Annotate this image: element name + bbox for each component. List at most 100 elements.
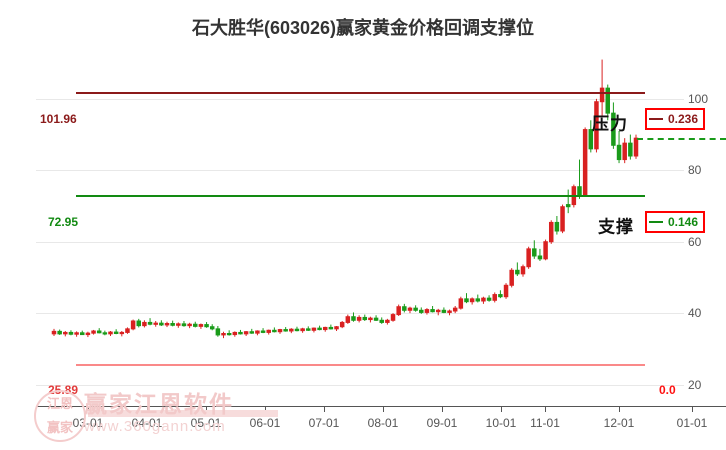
x-tick-mark bbox=[501, 406, 502, 412]
candle-body bbox=[419, 309, 424, 313]
resistance-marker-label: 压力 bbox=[592, 114, 628, 134]
candle-body bbox=[68, 331, 74, 335]
candle-body bbox=[548, 221, 554, 243]
x-tick-mark bbox=[88, 406, 89, 412]
support-marker-label: 支撑 bbox=[598, 217, 634, 237]
candle-body bbox=[498, 294, 503, 298]
candle-body bbox=[176, 323, 181, 326]
candle-body bbox=[108, 331, 113, 335]
candle-body bbox=[520, 266, 526, 275]
candle-body bbox=[481, 297, 486, 302]
candle-body bbox=[334, 326, 339, 330]
y-tick-label: 100 bbox=[688, 91, 709, 106]
candle-body bbox=[373, 317, 379, 321]
candle-body bbox=[74, 332, 79, 335]
support-swatch-icon bbox=[649, 221, 663, 223]
candle-body bbox=[356, 316, 362, 321]
candle-body bbox=[402, 306, 407, 311]
gridline bbox=[36, 384, 684, 386]
candle-body bbox=[147, 321, 153, 325]
candle-body bbox=[181, 323, 187, 327]
candle-body bbox=[616, 144, 622, 161]
chart-plot-area bbox=[36, 56, 726, 406]
candle-body bbox=[526, 248, 531, 268]
candle-body bbox=[91, 330, 96, 334]
x-tick-mark bbox=[619, 406, 620, 412]
candle-body bbox=[543, 241, 548, 260]
candle-body bbox=[435, 309, 441, 313]
candle-body bbox=[63, 331, 68, 335]
resistance-level-line bbox=[76, 91, 645, 94]
candle-body bbox=[368, 317, 373, 321]
candle-body bbox=[102, 332, 108, 335]
candle-body bbox=[215, 328, 221, 336]
candle-body bbox=[159, 322, 164, 326]
y-tick-label: 80 bbox=[688, 163, 702, 178]
page-title: 石大胜华(603026)赢家黄金价格回调支撑位 bbox=[191, 18, 535, 38]
resistance-ratio-badge[interactable]: 0.236 bbox=[645, 108, 706, 130]
x-tick-mark bbox=[442, 406, 443, 412]
candle-body bbox=[424, 309, 430, 313]
candle-body bbox=[306, 328, 311, 331]
candle-body bbox=[119, 331, 125, 335]
candle-body bbox=[515, 269, 520, 275]
y-tick-label: 40 bbox=[688, 306, 702, 321]
candle-body bbox=[125, 328, 130, 333]
candle-body bbox=[537, 255, 543, 260]
candle-body bbox=[554, 221, 560, 232]
base-level-line bbox=[76, 363, 645, 366]
candle-body bbox=[249, 331, 255, 334]
gridline bbox=[36, 313, 684, 315]
x-tick-label: 03-01 bbox=[72, 416, 104, 430]
x-tick-mark bbox=[147, 406, 148, 412]
candle-body bbox=[113, 331, 119, 335]
candle-body bbox=[283, 329, 288, 332]
candle-body bbox=[260, 330, 266, 333]
candle-body bbox=[430, 309, 435, 313]
candle-body bbox=[243, 331, 249, 335]
support-ratio-badge[interactable]: 0.146 bbox=[645, 211, 706, 233]
resistance-ratio-value: 0.236 bbox=[668, 112, 699, 126]
candle-body bbox=[588, 129, 594, 150]
candle-body bbox=[633, 137, 639, 157]
support-level-line bbox=[76, 195, 645, 198]
gridline bbox=[36, 170, 684, 172]
candle-body bbox=[130, 320, 136, 330]
candle-body bbox=[226, 333, 232, 336]
candle-body bbox=[390, 314, 396, 321]
candle-body bbox=[475, 298, 481, 302]
candle-body bbox=[532, 248, 537, 257]
candle-body bbox=[57, 330, 62, 335]
candle-body bbox=[142, 321, 147, 327]
candle-body bbox=[289, 328, 294, 332]
candle-body bbox=[611, 112, 616, 146]
x-tick-label: 10-01 bbox=[485, 416, 517, 430]
y-tick-label: 60 bbox=[688, 234, 702, 249]
candle-body bbox=[577, 186, 582, 196]
candle-body bbox=[492, 294, 497, 301]
x-tick-mark bbox=[265, 406, 266, 412]
candle-body bbox=[447, 310, 452, 313]
candle-body bbox=[272, 329, 277, 333]
candle-body bbox=[51, 330, 57, 335]
candle-body bbox=[136, 320, 142, 327]
gridline bbox=[36, 98, 684, 100]
candle-body bbox=[204, 324, 209, 328]
candle-body bbox=[266, 329, 271, 333]
x-tick-label: 08-01 bbox=[367, 416, 399, 430]
candle-body bbox=[628, 142, 633, 157]
candle-body bbox=[599, 87, 605, 103]
candle-body bbox=[605, 87, 610, 114]
x-tick-label: 01-01 bbox=[676, 416, 708, 430]
x-tick-label: 05-01 bbox=[190, 416, 222, 430]
candle-body bbox=[170, 323, 175, 326]
x-tick-label: 12-01 bbox=[603, 416, 635, 430]
candle-body bbox=[187, 323, 192, 327]
x-tick-label: 09-01 bbox=[426, 416, 458, 430]
candle-body bbox=[413, 307, 418, 311]
candle-body bbox=[255, 330, 260, 334]
candle-body bbox=[351, 316, 356, 321]
x-tick-mark bbox=[383, 406, 384, 412]
candle-body bbox=[317, 327, 322, 331]
base-ratio-label: 0.0 bbox=[659, 383, 676, 397]
